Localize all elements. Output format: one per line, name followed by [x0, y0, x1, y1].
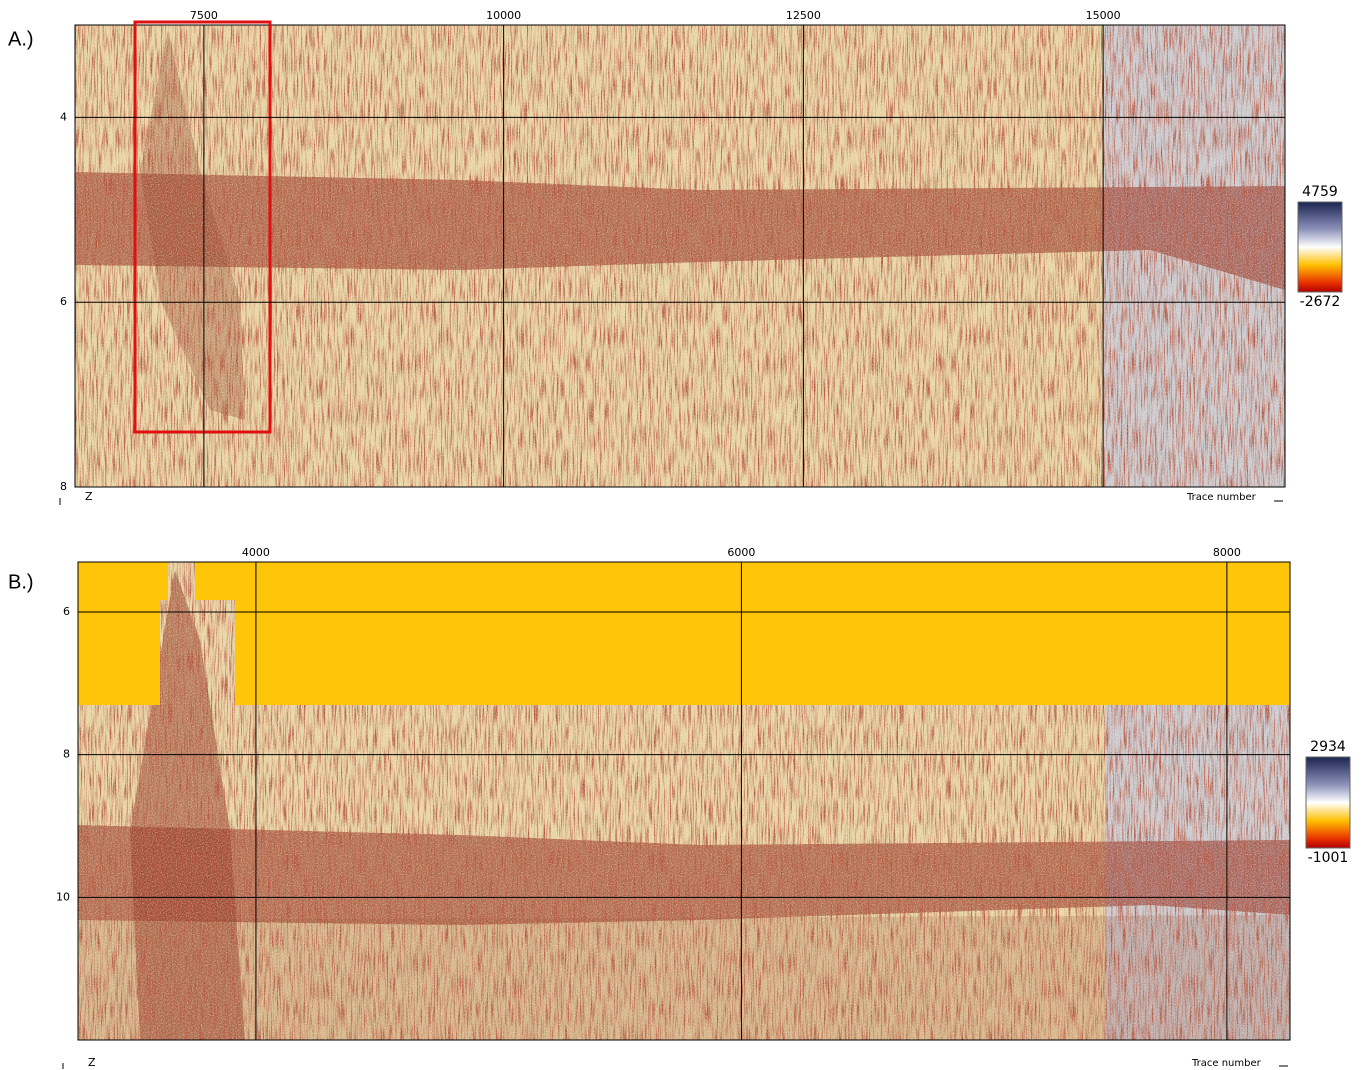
y-tick-label: 6 [60, 295, 67, 308]
colorbar-min: -2672 [1300, 294, 1341, 310]
x-tick-label: 6000 [727, 546, 755, 559]
y-tick-label: 8 [63, 748, 70, 761]
panel-label: B.) [8, 571, 34, 593]
colorbar [1298, 202, 1342, 292]
colorbar-min: -1001 [1308, 850, 1349, 866]
axis-arrows [63, 1063, 1288, 1069]
x-tick-label: 15000 [1086, 9, 1121, 22]
colorbar [1306, 757, 1350, 848]
colorbar-max: 2934 [1310, 739, 1346, 755]
panel-b [78, 562, 1290, 1040]
x-tick-label: 12500 [786, 9, 821, 22]
x-tick-label: 10000 [486, 9, 521, 22]
y-tick-label: 10 [56, 890, 70, 903]
x-tick-label: 4000 [242, 546, 270, 559]
y-axis-label: Z [85, 490, 93, 503]
x-tick-label: 8000 [1213, 546, 1241, 559]
figure: A.) 7500 10000 12500 15000 4 6 8 Z Trace number 47… [0, 0, 1364, 1070]
y-tick-label: 6 [63, 605, 70, 618]
x-axis-label: Trace number [1186, 492, 1257, 503]
y-tick-label: 4 [60, 110, 67, 123]
colorbar-max: 4759 [1302, 184, 1338, 200]
panel-label: A.) [8, 28, 34, 50]
x-axis-label: Trace number [1191, 1058, 1262, 1069]
y-tick-label: 8 [60, 480, 67, 493]
x-tick-label: 7500 [190, 9, 218, 22]
axis-arrows [60, 498, 1283, 505]
y-axis-label: Z [88, 1056, 96, 1069]
